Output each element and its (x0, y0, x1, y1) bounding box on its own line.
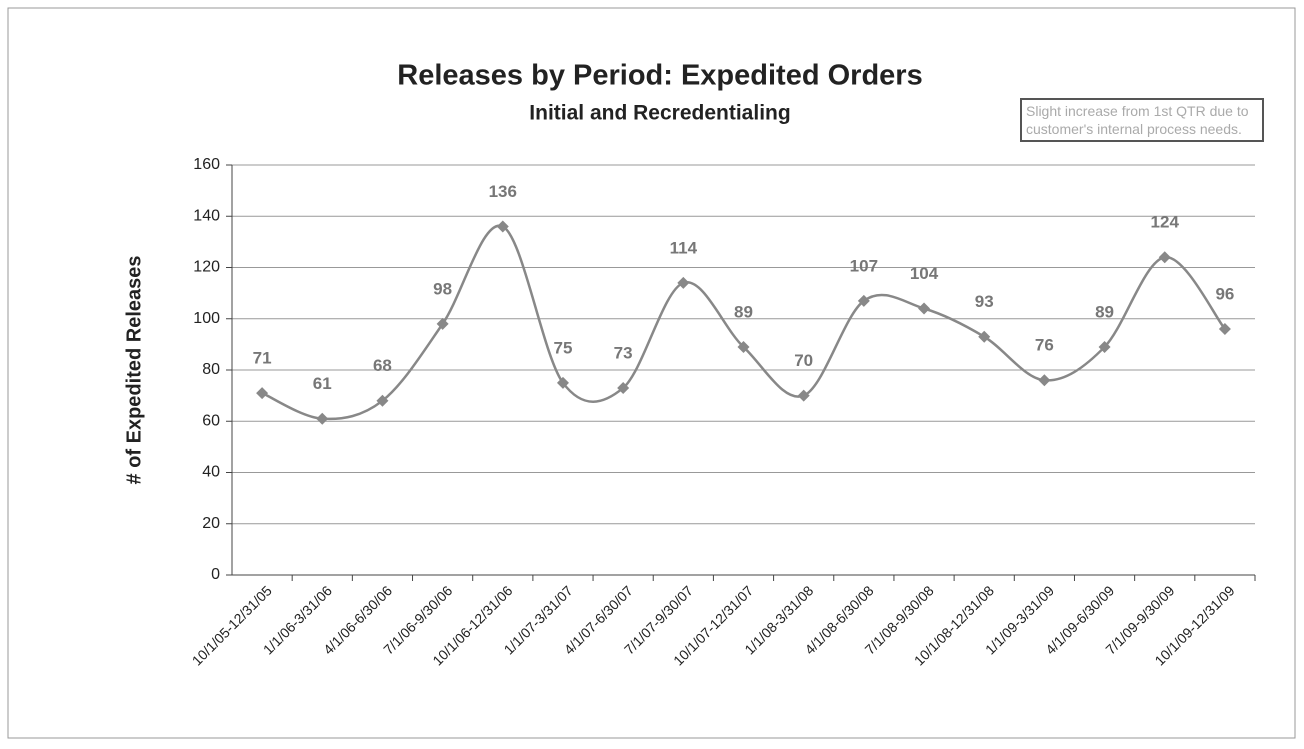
data-label: 96 (1215, 284, 1234, 303)
annotation: Slight increase from 1st QTR due to cust… (1020, 98, 1264, 142)
y-tick-label: 140 (193, 207, 220, 224)
marker (1038, 374, 1051, 387)
data-label: 104 (910, 264, 939, 283)
marker (918, 302, 931, 315)
y-axis-label: # of Expedited Releases (123, 256, 145, 485)
marker (256, 387, 269, 400)
y-tick-label: 80 (202, 361, 220, 378)
marker (857, 294, 870, 307)
chart-title: Releases by Period: Expedited Orders (397, 60, 922, 92)
marker (1098, 340, 1111, 353)
marker (376, 394, 389, 407)
marker (617, 381, 630, 394)
chart-subtitle: Initial and Recredentialing (529, 102, 790, 125)
data-label: 71 (253, 349, 272, 368)
data-label: 76 (1035, 336, 1054, 355)
marker (1158, 251, 1171, 264)
marker (1218, 323, 1231, 335)
marker (316, 412, 329, 425)
data-label: 89 (1095, 302, 1114, 321)
data-label: 124 (1151, 213, 1180, 232)
data-label: 89 (734, 302, 753, 321)
y-tick-label: 100 (193, 310, 220, 327)
marker (737, 340, 750, 353)
data-label: 68 (373, 356, 392, 375)
data-label: 107 (850, 256, 878, 275)
y-tick-label: 60 (202, 412, 220, 429)
marker (436, 317, 449, 330)
marker (677, 276, 690, 289)
data-label: 98 (433, 279, 452, 298)
y-tick-label: 40 (202, 464, 220, 481)
x-tick-label: 10/1/05-12/31/05 (189, 582, 275, 668)
data-label: 136 (489, 182, 517, 201)
marker (978, 330, 991, 343)
y-tick-label: 160 (193, 156, 220, 173)
y-tick-label: 20 (202, 515, 220, 532)
marker (496, 220, 509, 233)
data-label: 114 (670, 238, 698, 257)
marker (797, 389, 810, 402)
marker (556, 376, 569, 389)
y-tick-label: 0 (211, 566, 220, 583)
chart-frame (7, 7, 1296, 739)
data-label: 75 (554, 338, 573, 357)
data-label: 70 (794, 351, 813, 370)
data-label: 61 (313, 374, 332, 393)
data-label: 93 (975, 292, 994, 311)
data-label: 73 (614, 343, 633, 362)
y-tick-label: 120 (193, 259, 220, 276)
line (261, 224, 1226, 421)
